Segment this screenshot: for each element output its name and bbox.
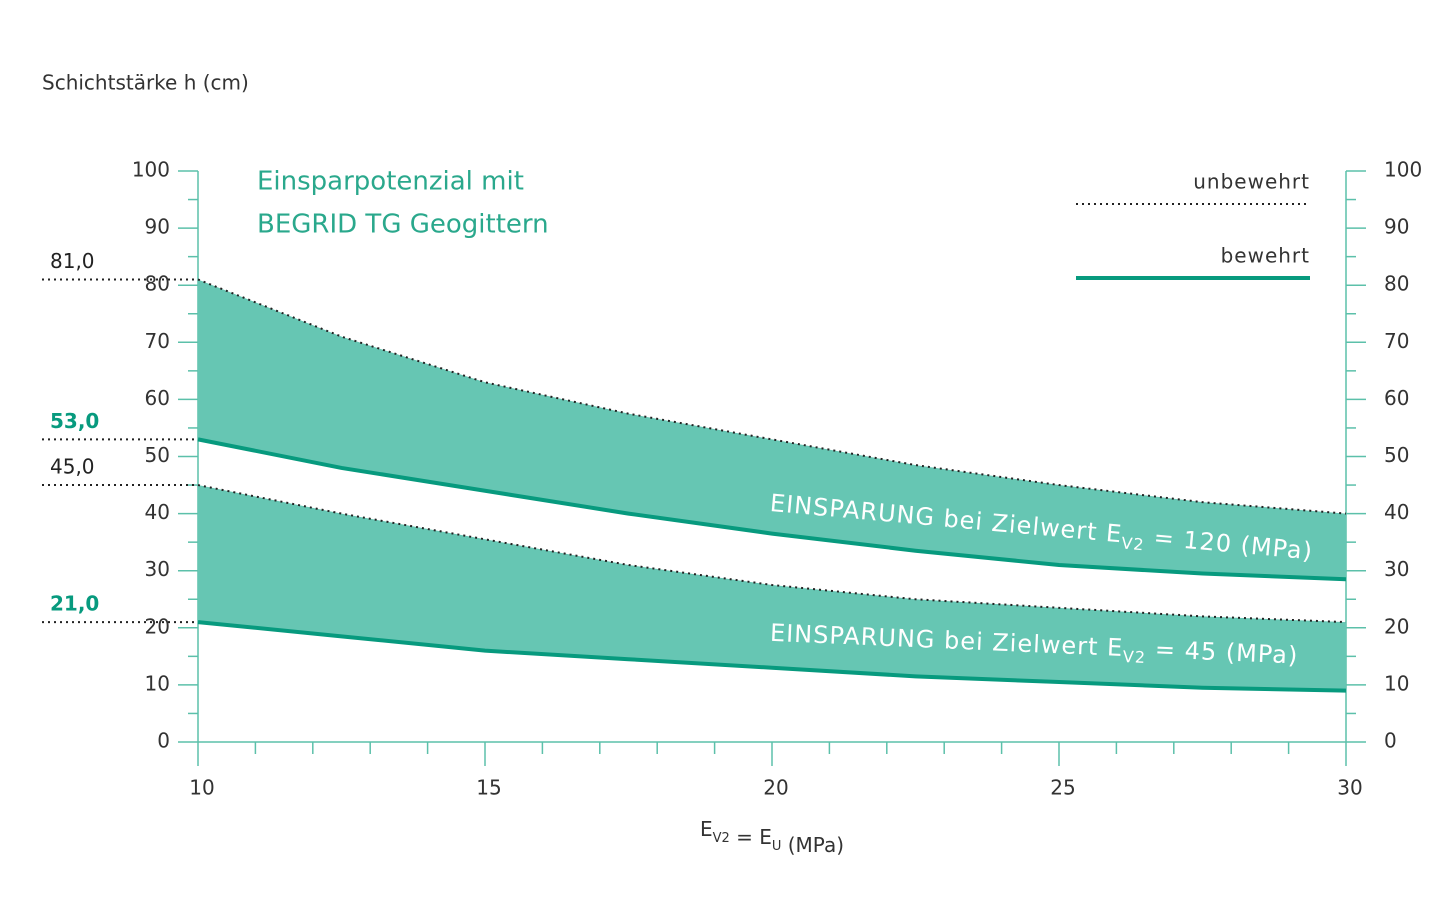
annotation-label: 21,0: [50, 592, 99, 616]
y-tick-label-right: 40: [1384, 500, 1409, 524]
x-tick-label: 25: [1050, 776, 1075, 800]
y-tick-label: 0: [157, 729, 170, 753]
y-tick-label-right: 0: [1384, 729, 1397, 753]
y-tick-label-right: 70: [1384, 329, 1409, 353]
chart-title: BEGRID TG Geogittern: [257, 210, 549, 240]
band-area: [198, 279, 1346, 580]
x-axis-label-text: (MPa): [781, 833, 844, 857]
y-tick-label-right: 20: [1384, 614, 1409, 638]
band-label-suffix: = 45 (MPa): [1146, 635, 1299, 670]
legend-label: bewehrt: [1221, 244, 1310, 268]
y-tick-label-right: 30: [1384, 557, 1409, 581]
series-line: [197, 278, 1347, 515]
annotation-label: 81,0: [50, 249, 95, 273]
y-tick-label-right: 60: [1384, 386, 1409, 410]
y-tick-label: 50: [145, 443, 170, 467]
y-tick-label-right: 80: [1384, 272, 1409, 296]
band-label-sub: V2: [1121, 533, 1146, 554]
x-tick-label: 30: [1337, 776, 1362, 800]
y-tick-label: 20: [145, 614, 170, 638]
series-line: [197, 620, 1347, 693]
y-tick-label: 30: [145, 557, 170, 581]
y-tick-label: 60: [145, 386, 170, 410]
x-tick-label: 20: [763, 776, 788, 800]
annotation-label: 53,0: [50, 409, 99, 433]
legend-label: unbewehrt: [1193, 170, 1310, 194]
x-axis-label-text: = E: [730, 825, 772, 849]
y-tick-label: 100: [132, 158, 170, 182]
x-tick-label: 15: [476, 776, 501, 800]
series-line: [197, 484, 1347, 624]
y-tick-label: 80: [145, 272, 170, 296]
chart-title: Einsparpotenzial mit: [257, 167, 524, 197]
band-area: [198, 485, 1346, 691]
y-tick-label-right: 50: [1384, 443, 1409, 467]
y-tick-label: 40: [145, 500, 170, 524]
series-line: [197, 437, 1347, 582]
band-label-sub: V2: [1122, 647, 1146, 667]
y-axis-label: Schichtstärke h (cm): [42, 71, 249, 95]
annotation-label: 45,0: [50, 455, 95, 479]
x-axis-label-text: E: [700, 817, 713, 841]
y-tick-label-right: 10: [1384, 671, 1409, 695]
y-tick-label: 70: [145, 329, 170, 353]
y-tick-label-right: 100: [1384, 158, 1422, 182]
y-tick-label: 10: [145, 671, 170, 695]
x-axis-label-sub: V2: [713, 831, 730, 846]
x-axis-label-sub: U: [772, 839, 782, 854]
x-tick-label: 10: [189, 776, 214, 800]
y-tick-label: 90: [145, 215, 170, 239]
x-axis-label: EV2 = EU (MPa): [700, 817, 844, 857]
y-tick-label-right: 90: [1384, 215, 1409, 239]
